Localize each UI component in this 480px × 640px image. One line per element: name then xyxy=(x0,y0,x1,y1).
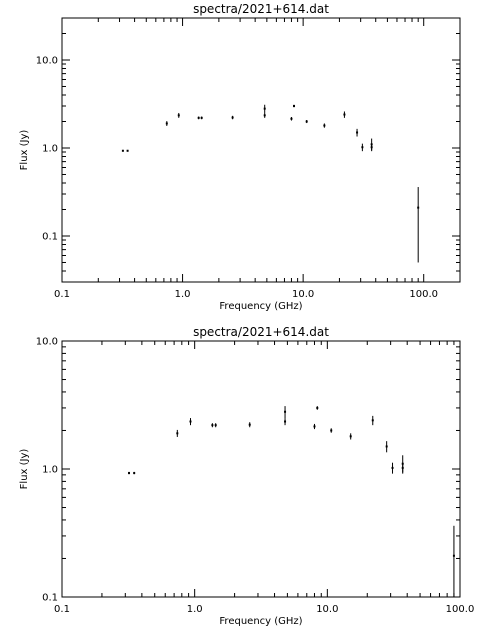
data-point xyxy=(189,420,192,423)
data-point xyxy=(197,116,200,119)
data-point xyxy=(330,429,333,432)
data-point xyxy=(391,466,394,469)
data-point xyxy=(133,472,136,475)
data-point xyxy=(128,472,131,475)
data-point xyxy=(211,424,214,427)
y-axis-label: Flux (Jy) xyxy=(19,449,30,490)
data-point xyxy=(349,435,352,438)
data-point xyxy=(385,445,388,448)
x-tick-label: 1.0 xyxy=(175,289,191,300)
data-point xyxy=(417,206,420,209)
chart-title: spectra/2021+614.dat xyxy=(193,2,329,16)
y-tick-label: 1.0 xyxy=(42,465,58,476)
data-point xyxy=(263,114,266,117)
x-tick-label: 0.1 xyxy=(54,604,70,615)
data-point xyxy=(248,423,251,426)
data-point xyxy=(323,124,326,127)
data-point xyxy=(284,410,287,413)
x-tick-label: 100.0 xyxy=(409,289,438,300)
data-point xyxy=(165,122,168,125)
data-point xyxy=(290,117,293,120)
x-tick-label: 10.0 xyxy=(292,289,314,300)
chart-bottom: spectra/2021+614.dat 0.1 1.0 10.0 100.0 0.1 1.… xyxy=(19,325,474,627)
data-point xyxy=(401,466,404,469)
data-point xyxy=(371,419,374,422)
data-point xyxy=(200,116,203,119)
data-point xyxy=(214,424,217,427)
data-point xyxy=(126,149,129,152)
x-tick-label: 100.0 xyxy=(446,604,475,615)
data-point xyxy=(452,554,455,557)
y-tick-label: 1.0 xyxy=(42,143,58,154)
data-point xyxy=(313,425,316,428)
data-point xyxy=(343,113,346,116)
y-tick-label: 10.0 xyxy=(36,55,58,66)
x-tick-label: 10.0 xyxy=(316,604,338,615)
y-tick-label: 0.1 xyxy=(42,593,58,604)
y-tick-label: 10.0 xyxy=(36,337,58,348)
y-tick-label: 0.1 xyxy=(42,231,58,242)
x-axis-label: Frequency (GHz) xyxy=(219,301,302,312)
x-tick-label: 1.0 xyxy=(187,604,203,615)
data-point xyxy=(263,107,266,110)
x-tick-label: 0.1 xyxy=(54,289,70,300)
x-axis-label: Frequency (GHz) xyxy=(219,616,302,627)
data-point xyxy=(176,432,179,435)
data-point xyxy=(361,146,364,149)
data-point xyxy=(121,149,124,152)
data-point xyxy=(305,120,308,123)
data-point xyxy=(370,146,373,149)
data-point xyxy=(231,116,234,119)
y-axis-label: Flux (Jy) xyxy=(19,130,30,171)
plot-frame xyxy=(61,340,461,598)
chart-top: spectra/2021+614.dat 0.1 1.0 10.0 100.0 0.1 1.… xyxy=(19,2,461,312)
data-point xyxy=(177,114,180,117)
plot-frame xyxy=(61,17,461,283)
data-point xyxy=(316,406,319,409)
data-point xyxy=(284,420,287,423)
data-point xyxy=(293,105,296,107)
data-point xyxy=(356,131,359,134)
chart-title: spectra/2021+614.dat xyxy=(193,325,329,339)
